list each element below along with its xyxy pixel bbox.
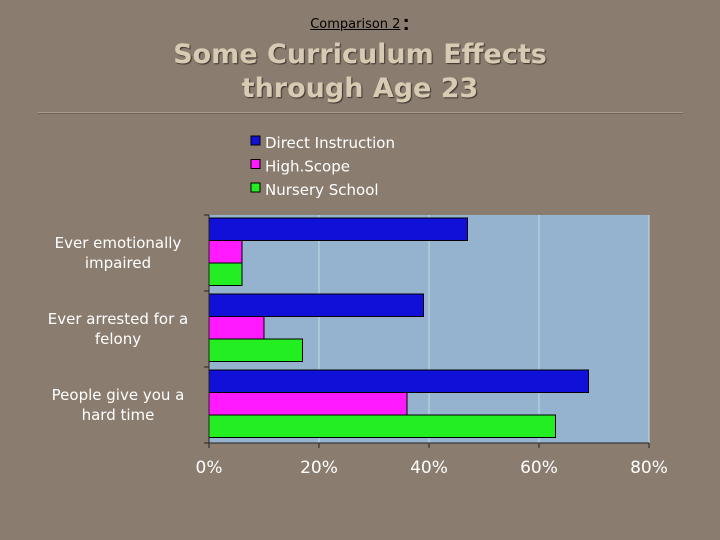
category-label: Ever arrested for a felony [48, 310, 188, 348]
x-tick-label: 40% [410, 458, 448, 478]
slide-title: Some Curriculum Effects through Age 23 [0, 38, 720, 106]
bar [208, 262, 243, 286]
bar [208, 392, 408, 416]
bar [208, 240, 243, 264]
x-tick-label: 0% [196, 458, 223, 478]
axes [204, 214, 650, 448]
category-label-line: Ever emotionally [55, 234, 182, 252]
legend-label: Direct Instruction [265, 134, 395, 152]
category-labels: Ever emotionally impaired Ever arrested fo… [48, 234, 188, 424]
bar [208, 316, 265, 340]
x-tick-label: 60% [520, 458, 558, 478]
legend-label: Nursery School [265, 181, 379, 199]
category-label-line: People give you a [52, 386, 185, 404]
title-divider [38, 112, 683, 114]
subtitle-row: Comparison 2: [0, 10, 720, 36]
bars [208, 217, 589, 438]
bar [208, 414, 556, 438]
legend-label: High.Scope [265, 158, 350, 176]
title-line-1: Some Curriculum Effects [173, 39, 547, 70]
legend-swatch [250, 135, 261, 146]
x-tick-label: 20% [300, 458, 338, 478]
bar [208, 293, 424, 317]
category-label: People give you a hard time [52, 386, 185, 424]
legend-swatch [250, 159, 261, 169]
x-tick-label: 80% [630, 458, 668, 478]
category-label-line: Ever arrested for a [48, 310, 188, 328]
category-label: Ever emotionally impaired [55, 234, 182, 272]
legend-swatch [250, 182, 261, 193]
bar [208, 369, 589, 393]
bar [208, 217, 468, 241]
bar [208, 338, 303, 362]
category-label-line: felony [95, 330, 141, 348]
category-label-line: hard time [82, 406, 155, 424]
slide-subtitle: Comparison 2 [310, 17, 401, 32]
chart-legend: Direct Instruction High.Scope Nursery Scho… [250, 134, 395, 199]
x-tick-labels: 0% 20% 40% 60% 80% [196, 458, 668, 478]
subtitle-colon: : [402, 10, 410, 35]
title-line-2: through Age 23 [241, 73, 479, 104]
category-label-line: impaired [85, 254, 151, 272]
